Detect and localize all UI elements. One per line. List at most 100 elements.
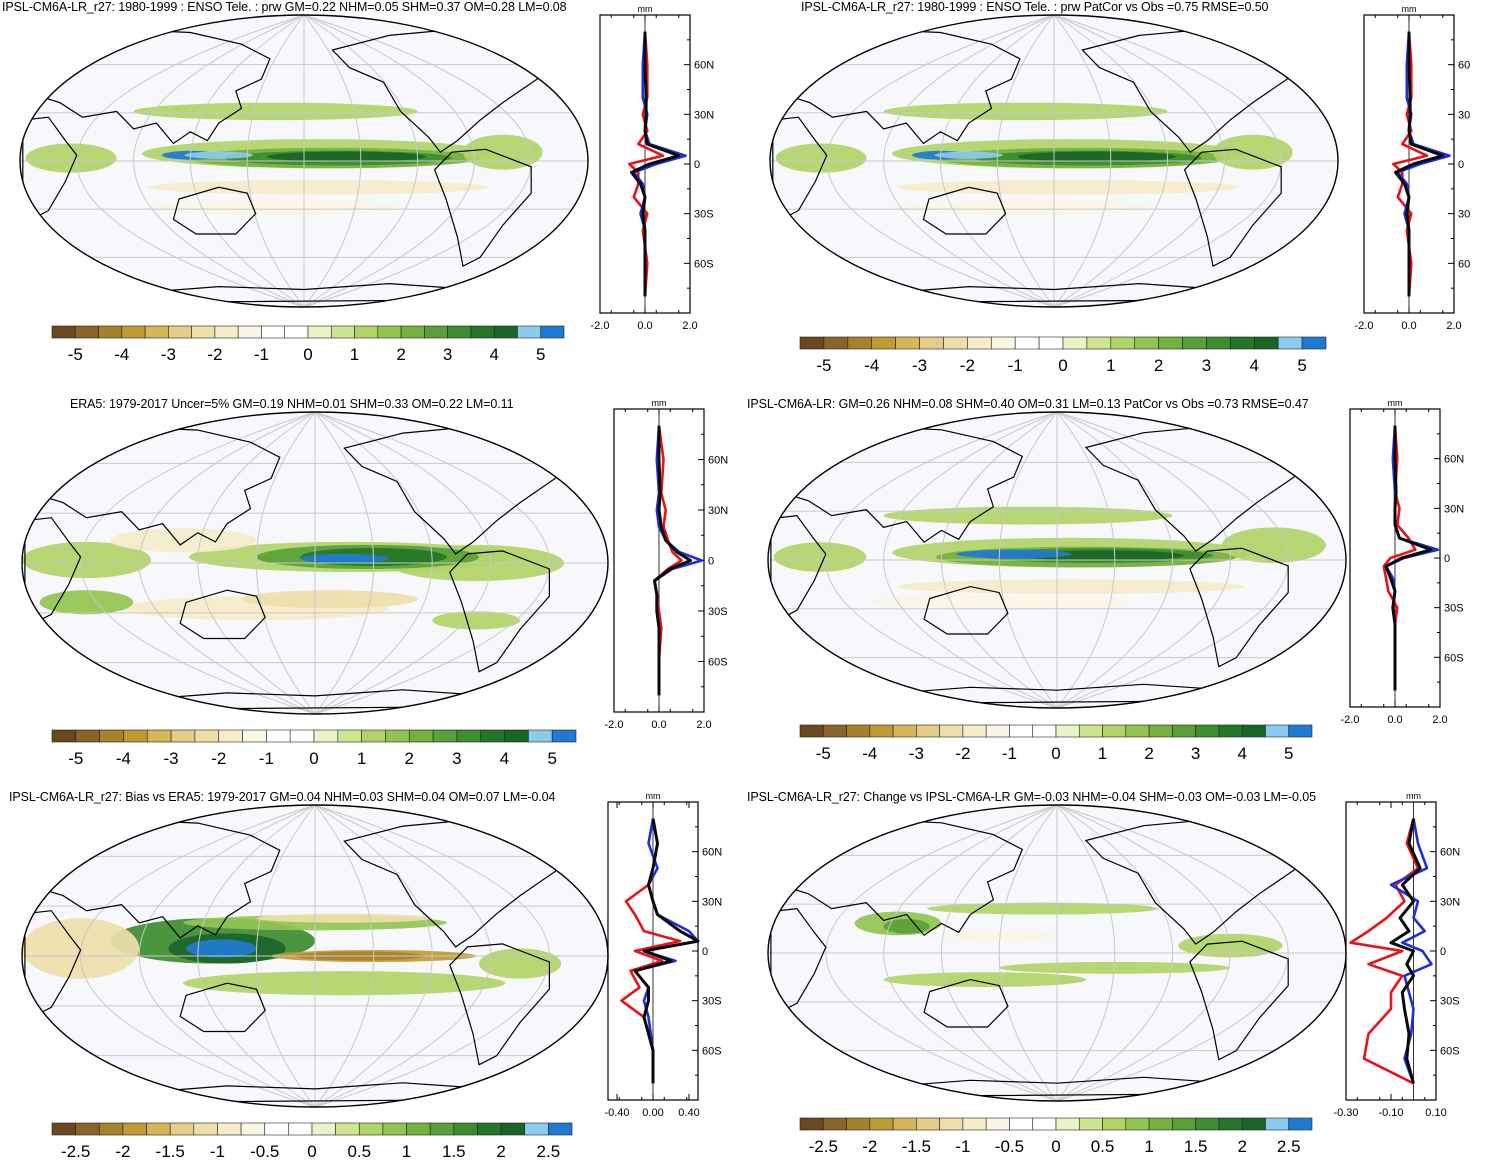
colorbar-tick-label: 4 — [1250, 356, 1259, 375]
x-tick-label: 0.00 — [642, 1107, 663, 1119]
colorbar-tick-label: 1 — [402, 1142, 411, 1161]
colorbar-swatch — [1148, 724, 1173, 738]
colorbar-swatch — [846, 724, 871, 738]
colorbar-swatch — [1125, 1117, 1150, 1131]
colorbar-tick-label: -1 — [259, 749, 274, 768]
coastline-greenland — [548, 438, 592, 471]
meridian-line — [138, 804, 316, 1108]
colorbar-tick-label: 3 — [452, 749, 461, 768]
colorbar-swatch — [74, 325, 99, 339]
coastline-asia — [773, 426, 1024, 544]
colorbar-swatch — [500, 1122, 526, 1136]
field-contour — [1221, 527, 1326, 563]
field-contour — [39, 590, 134, 615]
field-contour — [109, 528, 257, 553]
field-contour — [955, 549, 1072, 559]
colorbar-panel-5: -2.5 -2 -1.5 -1 -0.5 0 0.5 1 1.5 2 2.5 — [51, 1122, 573, 1161]
colorbar-tick-label: 3 — [443, 345, 452, 364]
colorbar-tick-label: 3 — [1191, 744, 1200, 763]
colorbar-swatch — [406, 1122, 431, 1136]
colorbar-swatch — [1288, 1117, 1313, 1131]
colorbar-swatch — [1014, 336, 1040, 350]
colorbar-tick-label: -4 — [114, 345, 129, 364]
colorbar-swatch — [1055, 1117, 1080, 1131]
meridian-line — [314, 804, 492, 1108]
coastline-australia — [922, 186, 1007, 235]
zonal-series-black — [653, 425, 692, 696]
colorbar-tick-label: -5 — [816, 744, 831, 763]
colorbar-swatch — [98, 325, 123, 339]
lat-tick-label: 60S — [708, 657, 728, 669]
colorbar-swatch — [892, 724, 917, 738]
colorbar-swatch — [288, 1122, 313, 1136]
meridian-line — [883, 411, 1058, 709]
colorbar-panel-2: -5 -4 -3 -2 -1 0 1 2 3 4 5 — [799, 336, 1327, 375]
meridian-line — [826, 14, 1055, 308]
colorbar-swatch — [822, 1117, 847, 1131]
meridian-line — [314, 804, 433, 1108]
colorbar-tick-label: -1.5 — [156, 1142, 185, 1161]
colorbar-swatch — [504, 729, 529, 743]
colorbar-tick-label: 2 — [1237, 1137, 1246, 1156]
coastline-greenland — [548, 831, 592, 864]
field-layer — [854, 902, 1283, 988]
meridian-line — [1056, 411, 1116, 709]
colorbar-tick-label: -1 — [1008, 356, 1023, 375]
panel-title: IPSL-CM6A-LR_r27: Bias vs ERA5: 1979-201… — [9, 790, 556, 804]
lat-tick-label: 60S — [1444, 652, 1464, 664]
lat-tick-label: 0 — [1444, 553, 1450, 565]
lat-tick-label: 30S — [1444, 603, 1464, 615]
colorbar-swatch — [822, 724, 847, 738]
colorbar-swatch — [123, 729, 148, 743]
meridian-line — [303, 14, 362, 308]
graticule — [20, 14, 588, 308]
colorbar-swatch — [1241, 724, 1266, 738]
x-tick-label: 2.0 — [682, 320, 697, 332]
colorbar-swatch — [517, 325, 542, 339]
colorbar-swatch — [261, 325, 286, 339]
map-panel-1 — [19, 14, 589, 308]
colorbar-tick-label: -5 — [816, 356, 831, 375]
field-contour — [147, 179, 489, 195]
coastline-greenland — [1287, 437, 1330, 469]
colorbar-swatch — [962, 1117, 987, 1131]
meridian-line — [314, 411, 374, 715]
x-tick-label: 2.0 — [1446, 320, 1461, 332]
zonal-mean-panel-2: mm 60 30 0 30 60 -2.0 0.0 2.0 — [1355, 4, 1471, 332]
colorbar-swatch — [1172, 1117, 1196, 1131]
lat-tick-label: 30N — [708, 505, 728, 517]
field-contour — [22, 541, 151, 579]
colorbar-tick-label: 4 — [500, 749, 509, 768]
colorbar-swatch — [548, 1122, 573, 1136]
colorbar-swatch — [1218, 724, 1243, 738]
field-contour — [883, 506, 1173, 525]
colorbar-swatch — [354, 325, 379, 339]
zonal-series-red — [653, 425, 683, 696]
lat-tick-label: 60S — [1440, 1045, 1460, 1057]
field-contour — [941, 929, 1057, 942]
meridian-line — [940, 411, 1058, 709]
colorbar-swatch — [799, 1117, 824, 1131]
colorbar-tick-label: -2.5 — [809, 1137, 838, 1156]
lat-tick-label: 60N — [1440, 847, 1460, 859]
zonal-series-black — [1394, 31, 1445, 297]
colorbar-tick-label: -3 — [909, 744, 924, 763]
meridian-line — [1056, 411, 1231, 709]
field-contour — [883, 972, 1086, 988]
colorbar-tick-label: -0.5 — [995, 1137, 1024, 1156]
colorbar-tick-label: 2 — [405, 749, 414, 768]
coastline-samerica — [449, 943, 550, 1066]
colorbar-swatch — [146, 729, 172, 743]
colorbar-swatch — [1265, 1117, 1290, 1131]
colorbar-swatch — [1241, 1117, 1266, 1131]
colorbar-swatch — [218, 729, 243, 743]
meridian-line — [246, 14, 305, 308]
coastline-australia — [179, 982, 266, 1033]
panel-title: IPSL-CM6A-LR_r27: Change vs IPSL-CM6A-LR… — [747, 790, 1316, 804]
zonal-unit-label: mm — [1388, 398, 1403, 408]
colorbar-tick-label: 0 — [1051, 1137, 1060, 1156]
meridian-line — [133, 14, 305, 308]
colorbar-tick-label: 0.5 — [1091, 1137, 1115, 1156]
x-tick-label: 0.0 — [1387, 714, 1402, 726]
colorbar-swatch — [429, 1122, 455, 1136]
